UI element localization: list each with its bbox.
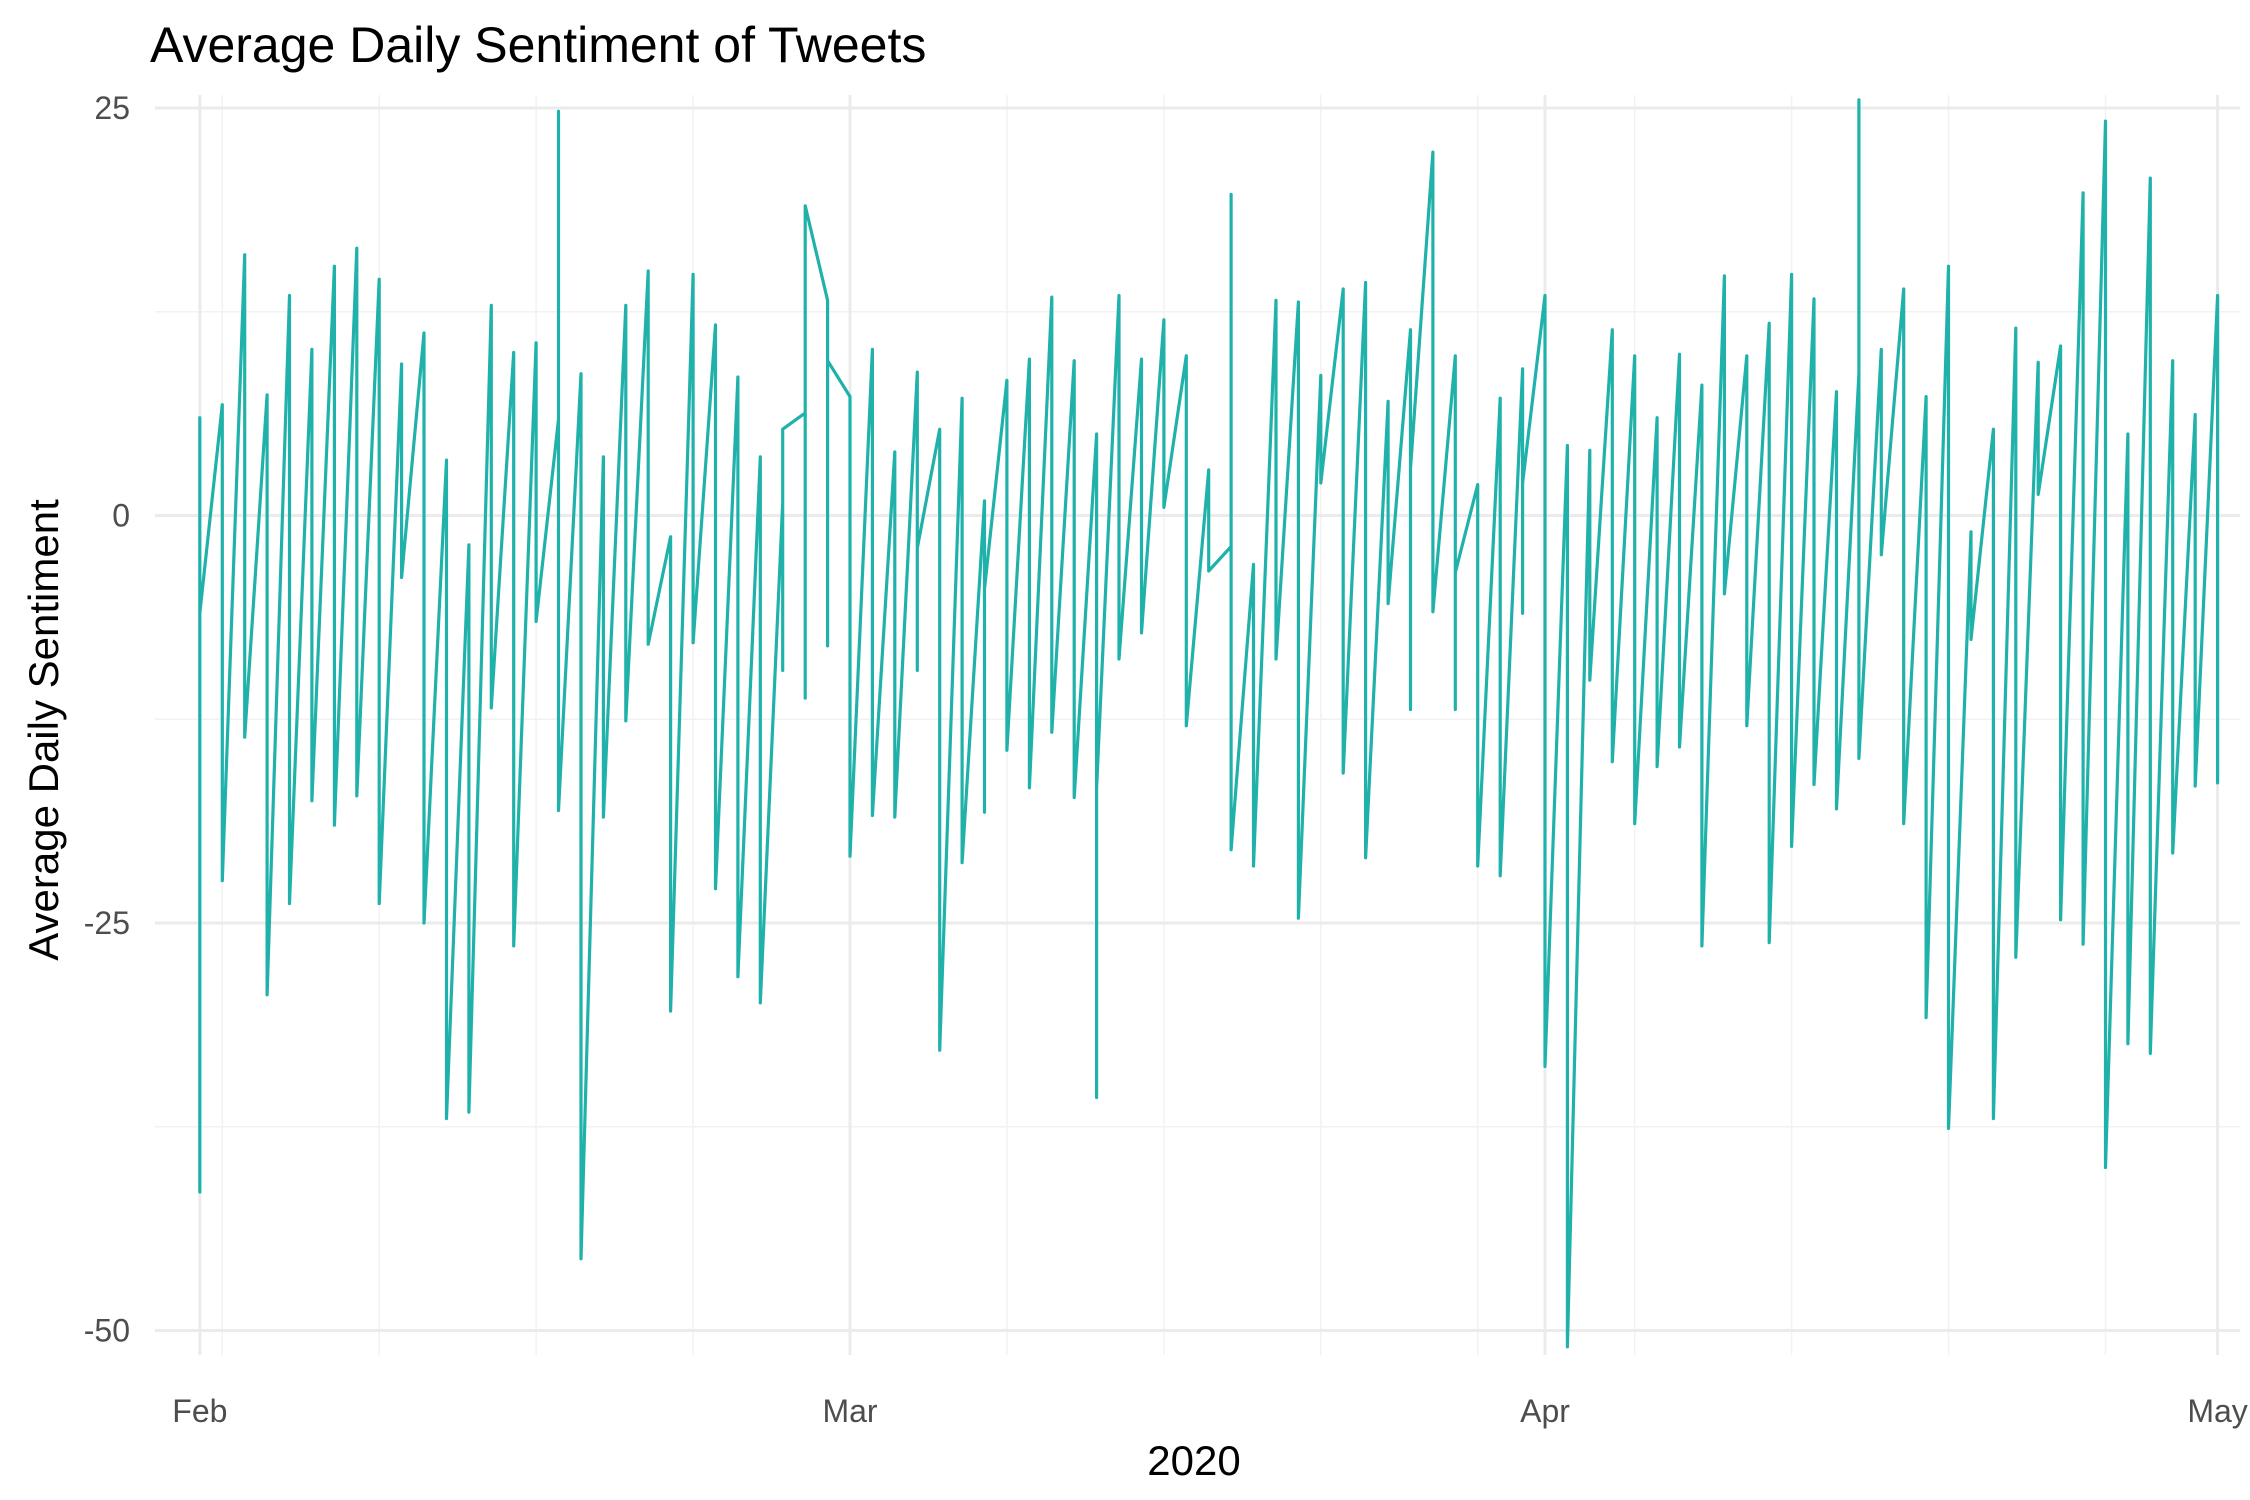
x-tick-label: May [2187, 1393, 2247, 1429]
x-axis-ticks: Feb Mar Apr May [172, 1393, 2248, 1429]
y-axis-ticks: 25 0 -25 -50 [84, 90, 130, 1349]
chart-title: Average Daily Sentiment of Tweets [150, 17, 926, 73]
x-tick-label: Apr [1520, 1393, 1570, 1429]
y-tick-label: 0 [112, 498, 130, 534]
x-tick-label: Mar [822, 1393, 877, 1429]
sentiment-line [198, 98, 2220, 1349]
y-tick-label: -50 [84, 1313, 130, 1349]
x-tick-label: Feb [172, 1393, 227, 1429]
x-axis-title: 2020 [1147, 1437, 1240, 1484]
y-tick-label: -25 [84, 905, 130, 941]
y-axis-title: Average Daily Sentiment [20, 499, 67, 961]
series-layer [198, 98, 2220, 1349]
y-tick-label: 25 [94, 90, 130, 126]
